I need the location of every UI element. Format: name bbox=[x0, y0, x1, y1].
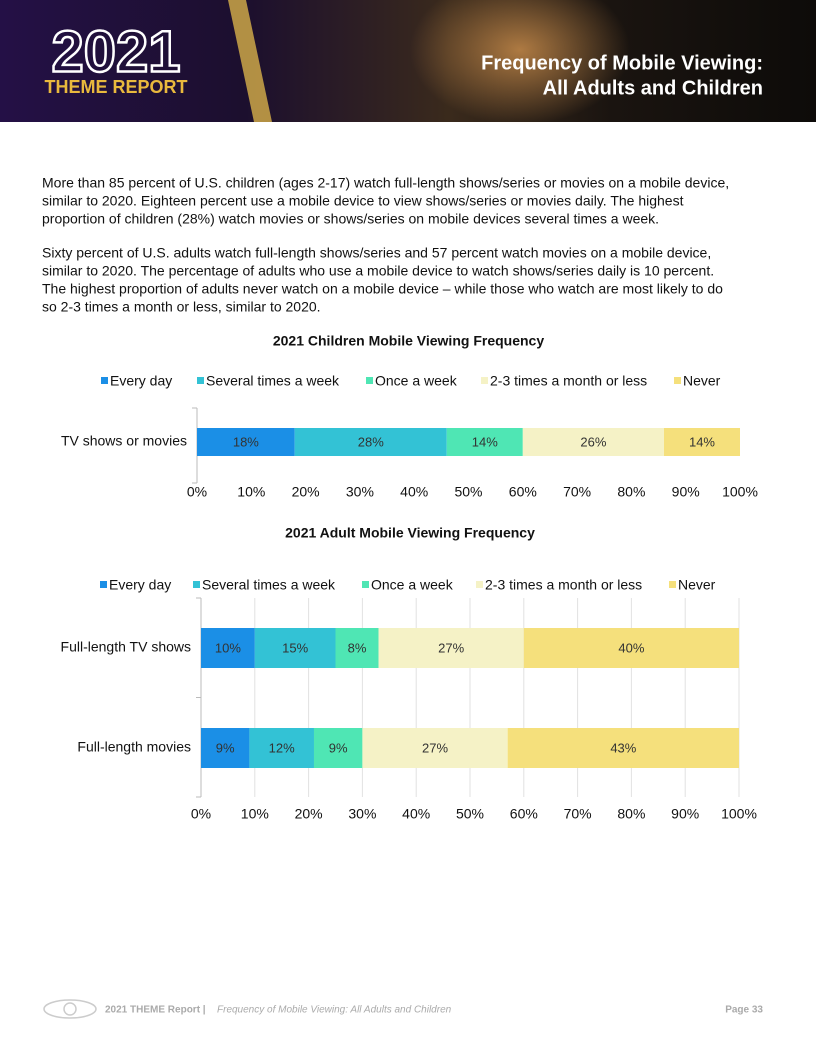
data-label: 10% bbox=[215, 640, 241, 655]
bar-segment bbox=[663, 428, 740, 456]
x-tick-label: 40% bbox=[402, 806, 430, 822]
legend-swatch bbox=[197, 377, 204, 384]
footer: 2021 THEME Report | Frequency of Mobile … bbox=[43, 999, 763, 1019]
data-label: 9% bbox=[216, 740, 235, 755]
x-tick-label: 50% bbox=[454, 484, 482, 500]
x-tick-label: 90% bbox=[672, 484, 700, 500]
page-title: All Adults and Children bbox=[543, 77, 763, 99]
bar-segment bbox=[313, 728, 363, 768]
x-tick-label: 60% bbox=[510, 806, 538, 822]
body-text: proportion of children (28%) watch movie… bbox=[42, 211, 659, 227]
body-text: Sixty percent of U.S. adults watch full-… bbox=[42, 245, 711, 261]
legend-swatch bbox=[366, 377, 373, 384]
body-text: similar to 2020. Eighteen percent use a … bbox=[42, 193, 684, 209]
data-label: 27% bbox=[422, 740, 448, 755]
footer-logo bbox=[43, 999, 97, 1019]
header: 2021 THEME REPORT Frequency of Mobile Vi… bbox=[0, 0, 816, 125]
x-tick-label: 80% bbox=[617, 806, 645, 822]
x-tick-label: 100% bbox=[722, 484, 758, 500]
data-label: 40% bbox=[618, 640, 644, 655]
gold-stripe bbox=[228, 0, 272, 122]
footer-section: Frequency of Mobile Viewing: All Adults … bbox=[217, 1005, 452, 1016]
bar-segment bbox=[201, 628, 255, 668]
data-label: 8% bbox=[348, 640, 367, 655]
data-label: 9% bbox=[329, 740, 348, 755]
x-tick-label: 0% bbox=[187, 484, 207, 500]
legend-label: Every day bbox=[109, 577, 171, 593]
legend-label: Every day bbox=[110, 373, 172, 389]
x-tick-label: 70% bbox=[563, 484, 591, 500]
x-tick-label: 60% bbox=[509, 484, 537, 500]
bar-segment bbox=[378, 628, 524, 668]
x-tick-label: 10% bbox=[241, 806, 269, 822]
data-label: 43% bbox=[610, 740, 636, 755]
bar-segment bbox=[523, 628, 739, 668]
category-label: TV shows or movies bbox=[61, 433, 187, 449]
legend-swatch bbox=[669, 581, 676, 588]
data-label: 27% bbox=[438, 640, 464, 655]
legend-label: Never bbox=[683, 373, 721, 389]
legend-swatch bbox=[101, 377, 108, 384]
footer-page: Page 33 bbox=[725, 1005, 763, 1016]
x-tick-label: 90% bbox=[671, 806, 699, 822]
bar-segment bbox=[294, 428, 447, 456]
body-text: similar to 2020. The percentage of adult… bbox=[42, 263, 714, 279]
legend-label: Once a week bbox=[371, 577, 454, 593]
legend-swatch bbox=[674, 377, 681, 384]
chart-title: 2021 Children Mobile Viewing Frequency bbox=[273, 333, 544, 349]
legend-label: Never bbox=[678, 577, 716, 593]
x-tick-label: 0% bbox=[191, 806, 211, 822]
bar-segment bbox=[197, 428, 295, 456]
x-tick-label: 50% bbox=[456, 806, 484, 822]
data-label: 15% bbox=[282, 640, 308, 655]
data-label: 28% bbox=[358, 434, 384, 449]
category-label: Full-length movies bbox=[77, 739, 191, 755]
data-label: 18% bbox=[233, 434, 259, 449]
footer-report: 2021 THEME Report | bbox=[105, 1005, 206, 1016]
body-text: The highest proportion of adults never w… bbox=[42, 281, 723, 297]
category-label: Full-length TV shows bbox=[61, 639, 191, 655]
bar-segment bbox=[335, 628, 379, 668]
x-tick-label: 70% bbox=[564, 806, 592, 822]
data-label: 12% bbox=[269, 740, 295, 755]
bar-segment bbox=[254, 628, 336, 668]
header-photo bbox=[410, 0, 630, 125]
bar-segment bbox=[522, 428, 664, 456]
page-title: Frequency of Mobile Viewing: bbox=[481, 52, 763, 74]
x-tick-label: 30% bbox=[346, 484, 374, 500]
legend-swatch bbox=[481, 377, 488, 384]
chart-title: 2021 Adult Mobile Viewing Frequency bbox=[285, 525, 535, 541]
legend-swatch bbox=[362, 581, 369, 588]
legend-label: Several times a week bbox=[202, 577, 336, 593]
body-text: More than 85 percent of U.S. children (a… bbox=[42, 175, 729, 191]
legend-label: Several times a week bbox=[206, 373, 340, 389]
legend-label: 2-3 times a month or less bbox=[490, 373, 647, 389]
legend-label: Once a week bbox=[375, 373, 458, 389]
header-banner bbox=[0, 0, 816, 122]
x-tick-label: 100% bbox=[721, 806, 757, 822]
x-tick-label: 20% bbox=[292, 484, 320, 500]
legend-label: 2-3 times a month or less bbox=[485, 577, 642, 593]
logo-subtitle: THEME REPORT bbox=[44, 77, 187, 97]
x-tick-label: 20% bbox=[295, 806, 323, 822]
bar-segment bbox=[362, 728, 508, 768]
x-tick-label: 40% bbox=[400, 484, 428, 500]
body-text: so 2-3 times a month or less, similar to… bbox=[42, 299, 321, 315]
legend-swatch bbox=[193, 581, 200, 588]
bar-segment bbox=[446, 428, 523, 456]
x-tick-label: 30% bbox=[348, 806, 376, 822]
data-label: 14% bbox=[472, 434, 498, 449]
footer-logo bbox=[63, 1002, 77, 1016]
x-tick-label: 80% bbox=[617, 484, 645, 500]
bar-segment bbox=[507, 728, 739, 768]
x-tick-label: 10% bbox=[237, 484, 265, 500]
data-label: 14% bbox=[689, 434, 715, 449]
logo-year: 2021 bbox=[51, 19, 180, 84]
legend-swatch bbox=[100, 581, 107, 588]
legend-swatch bbox=[476, 581, 483, 588]
bar-segment bbox=[249, 728, 314, 768]
bar-segment bbox=[201, 728, 250, 768]
data-label: 26% bbox=[580, 434, 606, 449]
